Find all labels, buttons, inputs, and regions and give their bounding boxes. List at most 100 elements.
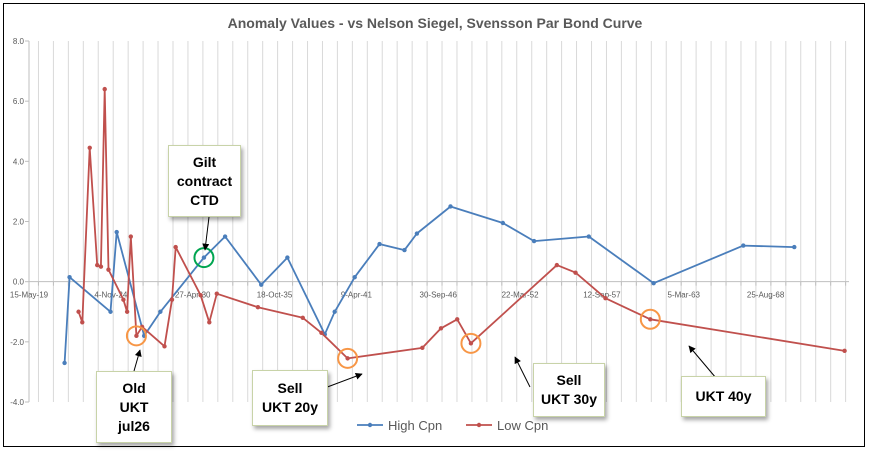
- callout-sell-ukt-30y: Sell UKT 30y: [533, 363, 605, 417]
- low-cpn-point: [214, 291, 219, 296]
- callout-text: UKT 30y: [540, 391, 598, 407]
- low-cpn-point: [98, 264, 104, 269]
- low-cpn-point: [124, 309, 130, 314]
- high-cpn-point: [222, 234, 228, 239]
- legend-marker: [367, 422, 373, 428]
- low-cpn-point: [102, 86, 107, 92]
- y-tick-label: 6.0: [13, 97, 25, 106]
- x-tick-label: 15-May-19: [10, 291, 49, 300]
- low-cpn-point: [300, 315, 305, 320]
- low-cpn-point: [121, 297, 126, 302]
- y-tick-label: 4.0: [13, 157, 25, 166]
- callout-text: UKT 40y: [695, 388, 752, 404]
- callout-arrow: [133, 349, 142, 372]
- gridlines: [37, 41, 847, 402]
- low-cpn-point: [198, 293, 203, 298]
- low-cpn-point: [106, 267, 111, 272]
- high-cpn-point: [402, 247, 407, 253]
- highlight-circle: [639, 308, 661, 330]
- chart-title: Anomaly Values - vs Nelson Siegel, Svens…: [228, 15, 643, 31]
- y-tick-label: 2.0: [13, 218, 25, 227]
- high-cpn-point: [158, 309, 163, 314]
- high-cpn-point: [500, 220, 506, 226]
- series-line-low-cpn: [77, 88, 845, 360]
- legend-label: High Cpn: [388, 418, 442, 433]
- legend: High Cpn Low Cpn: [357, 418, 548, 433]
- low-cpn-point: [80, 320, 85, 325]
- callout-text: CTD: [190, 191, 219, 208]
- x-tick-label: 18-Oct-35: [257, 291, 293, 300]
- axes: 8.06.04.02.00.0-2.0-4.015-May-19 4-Nov-24…: [10, 37, 849, 407]
- y-tick-label: 0.0: [13, 278, 25, 287]
- callout-text: UKT: [119, 398, 149, 415]
- low-cpn-point: [842, 348, 847, 354]
- low-cpn-point: [207, 320, 212, 325]
- low-cpn-point: [573, 270, 578, 275]
- low-cpn-point: [95, 262, 100, 268]
- high-cpn-point: [285, 255, 290, 260]
- callout-text: UKT 20y: [261, 399, 319, 415]
- high-cpn-point: [352, 274, 357, 280]
- x-tick-label: 5-Mar-63: [668, 291, 701, 300]
- callout-text: Sell: [277, 380, 303, 396]
- high-cpn-point: [201, 255, 207, 260]
- low-cpn-point: [169, 297, 175, 302]
- low-cpn-point: [173, 244, 178, 250]
- low-cpn-point: [255, 305, 261, 310]
- chart-frame: Anomaly Values - vs Nelson Siegel, Svens…: [3, 3, 865, 447]
- callout-text: jul26: [118, 417, 150, 434]
- high-cpn-point: [114, 229, 119, 235]
- high-cpn-point: [448, 204, 453, 209]
- legend-label: Low Cpn: [497, 418, 548, 433]
- callout-old-ukt-jul26: Old UKT jul26: [96, 371, 172, 443]
- x-tick-label: 25-Aug-68: [747, 291, 785, 300]
- low-cpn-point: [345, 356, 350, 361]
- callout-text: Gilt: [192, 153, 217, 170]
- high-cpn-point: [586, 234, 592, 239]
- low-cpn-point: [128, 234, 134, 239]
- low-cpn-point: [134, 333, 139, 339]
- low-cpn-point: [319, 330, 324, 336]
- callout-sell-ukt-20y: Sell UKT 20y: [252, 370, 328, 426]
- callout-text: Old: [122, 379, 146, 396]
- high-cpn-point: [792, 244, 797, 250]
- callout-text: contract: [176, 172, 233, 189]
- low-cpn-point: [420, 345, 425, 351]
- high-cpn-point: [108, 309, 113, 314]
- high-cpn-point: [332, 309, 337, 314]
- callout-arrow: [202, 216, 210, 251]
- y-tick-label: 8.0: [13, 37, 25, 46]
- y-tick-label: -4.0: [10, 398, 24, 407]
- low-cpn-point: [648, 317, 653, 322]
- low-cpn-point: [603, 296, 608, 301]
- low-cpn-point: [87, 145, 92, 150]
- low-cpn-point: [468, 341, 474, 346]
- high-cpn-point: [377, 241, 382, 247]
- high-cpn-point: [62, 360, 67, 366]
- callout-arrow: [688, 345, 717, 379]
- x-tick-label: 30-Sep-46: [420, 291, 458, 300]
- callout-arrow: [321, 372, 363, 390]
- callout-arrow: [514, 356, 531, 388]
- callout-text: Sell: [556, 372, 582, 388]
- low-cpn-point: [76, 309, 81, 314]
- high-cpn-point: [741, 243, 746, 248]
- low-cpn-point: [162, 344, 167, 349]
- annotation-markers: [125, 216, 717, 390]
- highlight-circle: [460, 332, 482, 354]
- low-cpn-point: [554, 262, 560, 268]
- high-cpn-point: [259, 282, 264, 287]
- low-cpn-point: [455, 317, 460, 322]
- high-cpn-point: [531, 238, 537, 244]
- series-lines: [62, 86, 847, 366]
- low-cpn-point: [438, 326, 444, 331]
- legend-marker: [476, 422, 482, 428]
- highlight-circle: [125, 325, 147, 347]
- x-tick-label: 27-Apr-30: [175, 291, 211, 300]
- high-cpn-point: [651, 280, 656, 286]
- callout-gilt-ctd: Gilt contract CTD: [168, 145, 241, 217]
- high-cpn-point: [67, 274, 72, 280]
- y-tick-label: -2.0: [10, 338, 24, 347]
- highlight-circle: [337, 347, 359, 369]
- high-cpn-point: [414, 231, 420, 236]
